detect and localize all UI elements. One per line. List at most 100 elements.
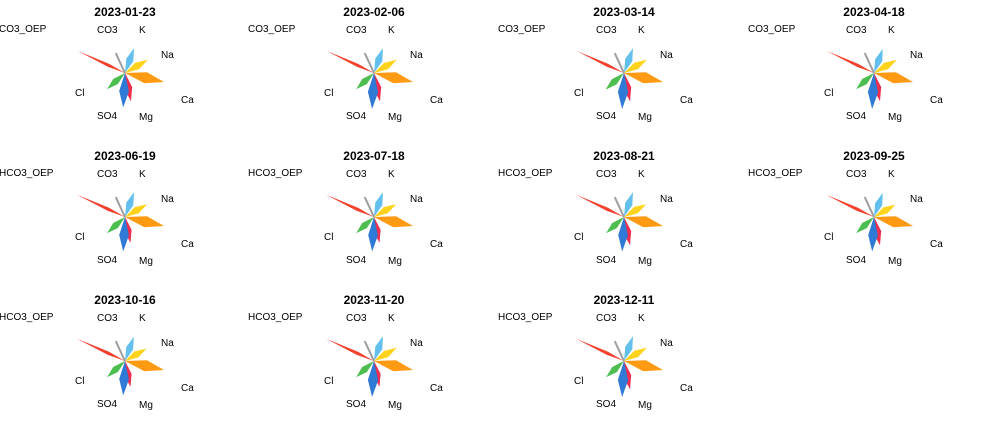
axis-label-hco3-oep: HCO3_OEP xyxy=(248,168,303,179)
axis-label-mg: Mg xyxy=(388,256,402,267)
radar-wedge-so4 xyxy=(617,73,629,109)
axis-label-cl: Cl xyxy=(574,232,583,243)
radar-wedge-hco3-oep xyxy=(77,338,125,361)
axis-label-so4: SO4 xyxy=(346,111,366,122)
radar-wedge-cl xyxy=(856,73,874,90)
radar-wedge-so4 xyxy=(368,217,378,252)
radar-panel: 2023-02-06 K Na Ca Mg SO4 Cl CO3_OEP CO3 xyxy=(248,5,443,123)
axis-label-na: Na xyxy=(660,338,673,349)
axis-label-hco3-oep: CO3_OEP xyxy=(0,24,47,35)
panel-title: 2023-01-23 xyxy=(94,5,156,19)
axis-label-co3: CO3 xyxy=(596,169,617,180)
radar-spoke-co3 xyxy=(114,196,126,218)
axis-label-mg: Mg xyxy=(139,112,153,123)
radar-spoke-co3 xyxy=(114,52,126,74)
radar-wedge-so4 xyxy=(617,361,629,397)
radar-wedge-na xyxy=(125,59,148,73)
panel-title: 2023-10-16 xyxy=(94,293,156,307)
axis-label-na: Na xyxy=(410,194,423,205)
axis-label-k: K xyxy=(139,25,146,36)
radar-wedge-ca xyxy=(874,216,913,228)
axis-label-k: K xyxy=(638,169,645,180)
axis-label-na: Na xyxy=(161,194,174,205)
radar-wedge-k xyxy=(624,192,633,217)
radar-spoke-co3 xyxy=(863,196,875,218)
radar-wedge-ca xyxy=(624,360,663,372)
axis-label-ca: Ca xyxy=(181,239,194,250)
axis-label-mg: Mg xyxy=(638,256,652,267)
axis-label-co3: CO3 xyxy=(346,313,367,324)
radar-wedge-hco3-oep xyxy=(77,51,125,73)
axis-label-k: K xyxy=(388,25,395,36)
axis-label-na: Na xyxy=(910,194,923,205)
radar-wedge-k xyxy=(874,192,883,217)
radar-wedge-k xyxy=(125,192,134,217)
radar-panel: 2023-07-18 K Na Ca Mg SO4 Cl HCO3_OEP CO3 xyxy=(248,149,443,267)
axis-label-mg: Mg xyxy=(388,112,402,123)
axis-label-k: K xyxy=(638,25,645,36)
axis-label-ca: Ca xyxy=(430,95,443,106)
axis-label-co3: CO3 xyxy=(97,25,118,36)
axis-label-co3: CO3 xyxy=(596,25,617,36)
radar-wedge-cl xyxy=(107,361,125,378)
axis-label-k: K xyxy=(388,169,395,180)
axis-label-co3: CO3 xyxy=(846,169,867,180)
axis-label-hco3-oep: CO3_OEP xyxy=(498,24,546,35)
axis-label-cl: Cl xyxy=(75,376,84,387)
radar-wedge-na xyxy=(374,204,397,217)
axis-label-cl: Cl xyxy=(324,88,333,99)
axis-label-cl: Cl xyxy=(574,88,583,99)
radar-wedge-na xyxy=(874,59,897,73)
axis-label-hco3-oep: HCO3_OEP xyxy=(498,312,553,323)
axis-label-na: Na xyxy=(660,50,673,61)
panel-title: 2023-06-19 xyxy=(94,149,156,163)
radar-panel: 2023-08-21 K Na Ca Mg SO4 Cl HCO3_OEP CO3 xyxy=(498,149,693,267)
radar-wedge-cl xyxy=(606,217,624,234)
axis-label-k: K xyxy=(139,313,146,324)
panel-title: 2023-02-06 xyxy=(343,5,405,19)
axis-label-k: K xyxy=(888,25,895,36)
radar-wedge-so4 xyxy=(618,217,628,252)
radar-panel: 2023-03-14 K Na Ca Mg SO4 Cl CO3_OEP CO3 xyxy=(498,5,693,123)
radar-wedge-so4 xyxy=(367,73,379,109)
radar-panel: 2023-01-23 K Na Ca Mg SO4 Cl CO3_OEP CO3 xyxy=(0,5,194,123)
axis-label-co3: CO3 xyxy=(596,313,617,324)
axis-label-co3: CO3 xyxy=(97,313,118,324)
radar-wedge-ca xyxy=(374,360,413,372)
radar-wedge-cl xyxy=(356,361,374,378)
radar-wedge-k xyxy=(125,336,134,361)
radar-wedge-na xyxy=(624,347,647,361)
axis-label-k: K xyxy=(388,313,395,324)
axis-label-hco3-oep: HCO3_OEP xyxy=(0,312,54,323)
panel-title: 2023-03-14 xyxy=(593,5,655,19)
axis-label-so4: SO4 xyxy=(596,255,616,266)
panel-title: 2023-12-11 xyxy=(594,293,655,307)
radar-wedge-cl xyxy=(356,73,374,90)
axis-label-cl: Cl xyxy=(324,376,333,387)
axis-label-ca: Ca xyxy=(680,95,693,106)
radar-wedge-k xyxy=(624,48,633,73)
radar-wedge-ca xyxy=(374,72,413,84)
axis-label-mg: Mg xyxy=(638,400,652,411)
axis-label-ca: Ca xyxy=(930,239,943,250)
radar-wedge-cl xyxy=(856,217,874,234)
radar-wedge-na xyxy=(874,204,896,217)
axis-label-cl: Cl xyxy=(324,232,333,243)
radar-spoke-co3 xyxy=(363,52,375,74)
radar-spoke-co3 xyxy=(613,52,625,74)
axis-label-ca: Ca xyxy=(680,239,693,250)
radar-wedge-na xyxy=(624,204,647,217)
panel-title: 2023-09-25 xyxy=(843,149,905,163)
radar-wedge-hco3-oep xyxy=(576,194,624,217)
axis-label-na: Na xyxy=(910,50,923,61)
radar-wedge-hco3-oep xyxy=(77,194,125,217)
axis-label-co3: CO3 xyxy=(346,25,367,36)
panel-title: 2023-04-18 xyxy=(843,5,905,19)
axis-label-k: K xyxy=(638,313,645,324)
axis-label-hco3-oep: HCO3_OEP xyxy=(748,168,803,179)
radar-wedge-so4 xyxy=(119,361,129,396)
radar-wedge-hco3-oep xyxy=(326,338,374,361)
axis-label-k: K xyxy=(888,169,895,180)
radar-wedge-ca xyxy=(624,216,663,228)
